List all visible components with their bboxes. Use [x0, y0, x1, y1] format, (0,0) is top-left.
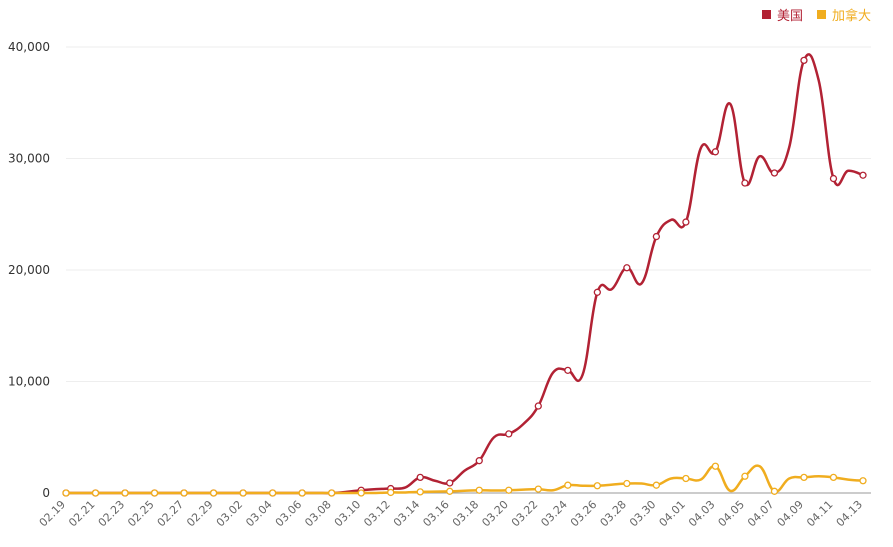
x-tick-label: 03.30 — [627, 498, 658, 529]
x-tick-label: 03.24 — [538, 498, 569, 529]
y-tick-label: 40,000 — [8, 40, 50, 54]
data-point — [505, 430, 513, 438]
data-point — [652, 481, 661, 489]
data-point — [829, 473, 838, 482]
y-tick-label: 10,000 — [8, 375, 50, 389]
x-tick-label: 03.10 — [332, 498, 363, 529]
x-tick-label: 04.11 — [804, 498, 835, 529]
legend-swatch-usa — [761, 10, 771, 19]
data-point — [150, 489, 159, 497]
data-point — [180, 489, 188, 497]
x-tick-label: 04.05 — [716, 498, 747, 529]
series-line-1 — [65, 464, 864, 495]
x-tick-label: 03.22 — [509, 498, 540, 529]
data-point — [800, 56, 808, 65]
data-point — [593, 288, 601, 296]
data-point — [623, 479, 631, 488]
data-point — [475, 457, 483, 465]
data-point — [505, 486, 513, 494]
x-tick-label: 03.18 — [450, 498, 481, 529]
y-tick-label: 20,000 — [8, 263, 50, 277]
data-point — [741, 472, 749, 480]
data-point — [711, 148, 720, 156]
x-tick-label: 04.03 — [686, 498, 717, 529]
y-tick-label: 30,000 — [8, 152, 50, 166]
legend-swatch-canada — [816, 10, 826, 19]
x-tick-label: 04.13 — [834, 498, 865, 529]
data-point — [682, 474, 690, 483]
x-tick-label: 02.25 — [125, 498, 156, 529]
x-tick-label: 03.12 — [361, 498, 392, 529]
data-point — [682, 218, 690, 226]
data-point — [711, 462, 720, 470]
data-point — [623, 264, 631, 272]
data-point — [534, 485, 542, 493]
data-point — [652, 232, 661, 241]
x-tick-label: 04.09 — [775, 498, 806, 529]
x-tick-label: 03.28 — [598, 498, 629, 529]
data-point — [357, 489, 365, 497]
data-point — [446, 479, 454, 487]
data-point — [770, 169, 779, 177]
x-tick-label: 02.21 — [66, 498, 97, 529]
x-tick-label: 04.07 — [745, 498, 776, 529]
legend-label-usa: 美国 — [776, 9, 803, 24]
x-tick-label: 02.23 — [96, 498, 127, 529]
x-tick-label: 03.20 — [479, 498, 510, 529]
data-point — [564, 366, 572, 375]
data-point — [298, 489, 306, 497]
x-tick-label: 03.14 — [391, 498, 422, 529]
x-tick-label: 02.27 — [155, 498, 186, 529]
data-point — [416, 488, 424, 496]
chart-legend[interactable]: 美国 加拿大 — [761, 5, 871, 24]
data-point — [770, 487, 779, 495]
data-point — [91, 489, 100, 497]
data-point — [328, 489, 336, 497]
legend-item-usa[interactable]: 美国 — [761, 5, 803, 24]
legend-item-canada[interactable]: 加拿大 — [816, 5, 871, 24]
data-point — [446, 487, 454, 495]
data-point — [859, 171, 867, 179]
x-tick-label: 02.29 — [184, 498, 215, 529]
data-point — [859, 477, 867, 485]
data-point — [800, 473, 808, 482]
data-point — [741, 179, 749, 187]
x-tick-label: 03.08 — [302, 498, 333, 529]
x-tick-label: 02.19 — [37, 498, 68, 529]
x-tick-label: 03.16 — [420, 498, 451, 529]
legend-label-canada: 加拿大 — [831, 9, 871, 24]
data-point — [475, 486, 483, 494]
data-point — [829, 174, 838, 183]
y-tick-label: 0 — [42, 486, 50, 500]
series-line-0 — [65, 53, 864, 495]
x-tick-label: 04.01 — [657, 498, 688, 529]
data-point — [564, 481, 572, 489]
x-tick-label: 03.04 — [243, 498, 274, 529]
data-point — [121, 489, 129, 497]
data-point — [62, 489, 70, 497]
x-tick-label: 03.02 — [214, 498, 245, 529]
data-point — [387, 488, 395, 497]
data-point — [416, 473, 424, 482]
x-tick-label: 03.06 — [273, 498, 304, 529]
data-point — [239, 489, 247, 497]
x-tick-label: 03.26 — [568, 498, 599, 529]
data-point — [593, 482, 601, 490]
data-point — [268, 489, 277, 497]
data-point — [534, 402, 542, 410]
data-point — [209, 489, 218, 497]
